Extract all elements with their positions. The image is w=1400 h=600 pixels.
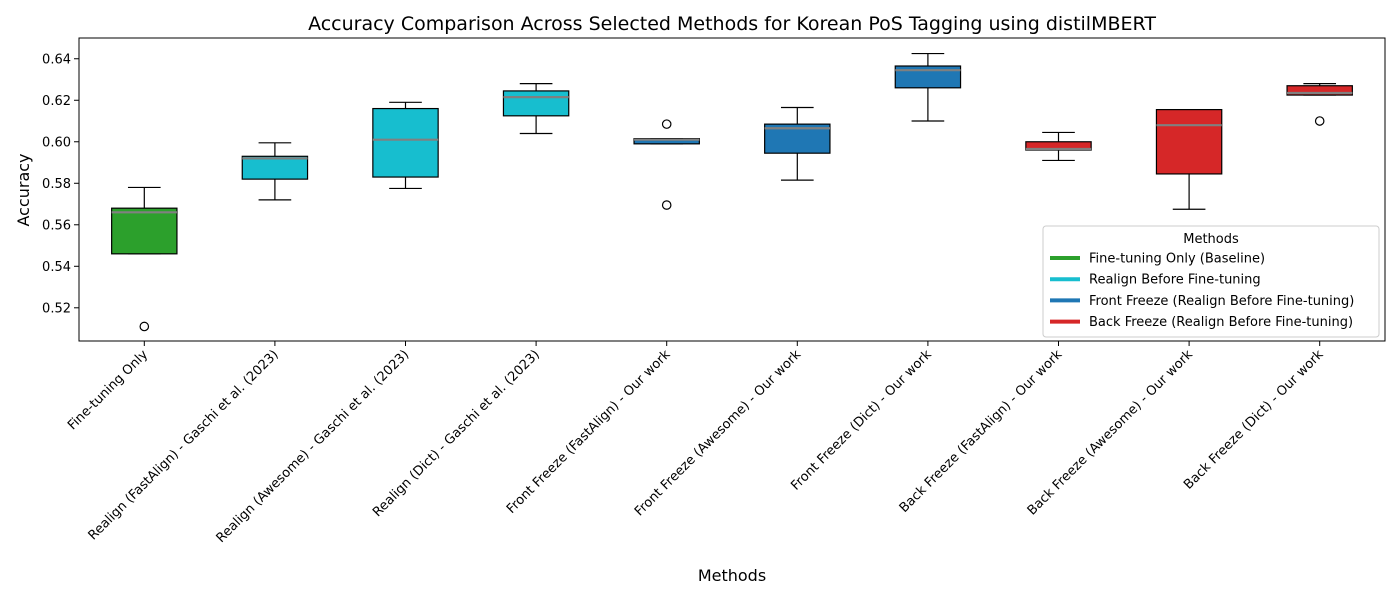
y-tick-label: 0.64 — [42, 52, 71, 67]
plot-frame — [78, 37, 1386, 342]
legend-frame — [1042, 225, 1380, 338]
legend-label: Realign Before Fine-tuning — [1089, 273, 1261, 288]
outlier-point — [661, 200, 672, 210]
box-2 — [241, 142, 309, 201]
box-7 — [894, 52, 962, 122]
box-1 — [111, 186, 178, 332]
y-tick-label: 0.56 — [42, 218, 71, 233]
legend-label: Front Freeze (Realign Before Fine-tuning… — [1089, 294, 1354, 309]
x-tick-label: Fine-tuning Only — [65, 347, 151, 433]
plot-area — [111, 52, 1353, 332]
chart-title: Accuracy Comparison Across Selected Meth… — [308, 13, 1156, 35]
outlier-point — [661, 119, 672, 129]
box-5 — [633, 119, 700, 210]
legend-item: Fine-tuning Only (Baseline) — [1050, 252, 1265, 267]
box-body — [372, 107, 439, 178]
outlier-point — [139, 321, 150, 332]
legend-item: Realign Before Fine-tuning — [1050, 273, 1261, 288]
box-body — [241, 155, 309, 180]
legend-title: Methods — [1183, 232, 1239, 247]
y-tick-label: 0.62 — [42, 94, 71, 109]
legend-label: Fine-tuning Only (Baseline) — [1089, 252, 1265, 267]
box-4 — [502, 83, 570, 135]
x-tick-label: Front Freeze (Dict) - Our work — [788, 347, 935, 494]
box-body — [1286, 85, 1353, 96]
box-body — [111, 207, 178, 255]
box-body — [502, 90, 570, 117]
outlier-point — [1314, 116, 1325, 126]
legend: Methods Fine-tuning Only (Baseline) Reali… — [1042, 225, 1380, 338]
y-tick-label: 0.54 — [42, 260, 71, 275]
box-body — [894, 65, 962, 89]
legend-item: Back Freeze (Realign Before Fine-tuning) — [1050, 315, 1353, 330]
box-8 — [1025, 131, 1092, 162]
y-axis-title: Accuracy — [14, 153, 33, 226]
legend-item: Front Freeze (Realign Before Fine-tuning… — [1050, 294, 1354, 309]
box-body — [1155, 108, 1223, 175]
y-tick-label: 0.60 — [42, 135, 71, 150]
box-9 — [1155, 108, 1223, 210]
y-axis: 0.52 0.54 0.56 0.58 0.60 0.62 0.64 — [42, 52, 79, 316]
box-10 — [1286, 83, 1353, 126]
box-6 — [764, 106, 831, 181]
x-tick-label: Back Freeze (Dict) - Our work — [1181, 347, 1327, 493]
x-axis-title: Methods — [698, 566, 766, 585]
x-tick-label: Back Freeze (FastAlign) - Our work — [897, 347, 1066, 516]
y-tick-label: 0.58 — [42, 177, 71, 192]
y-tick-label: 0.52 — [42, 301, 71, 316]
box-3 — [372, 101, 439, 190]
legend-label: Back Freeze (Realign Before Fine-tuning) — [1089, 315, 1353, 330]
